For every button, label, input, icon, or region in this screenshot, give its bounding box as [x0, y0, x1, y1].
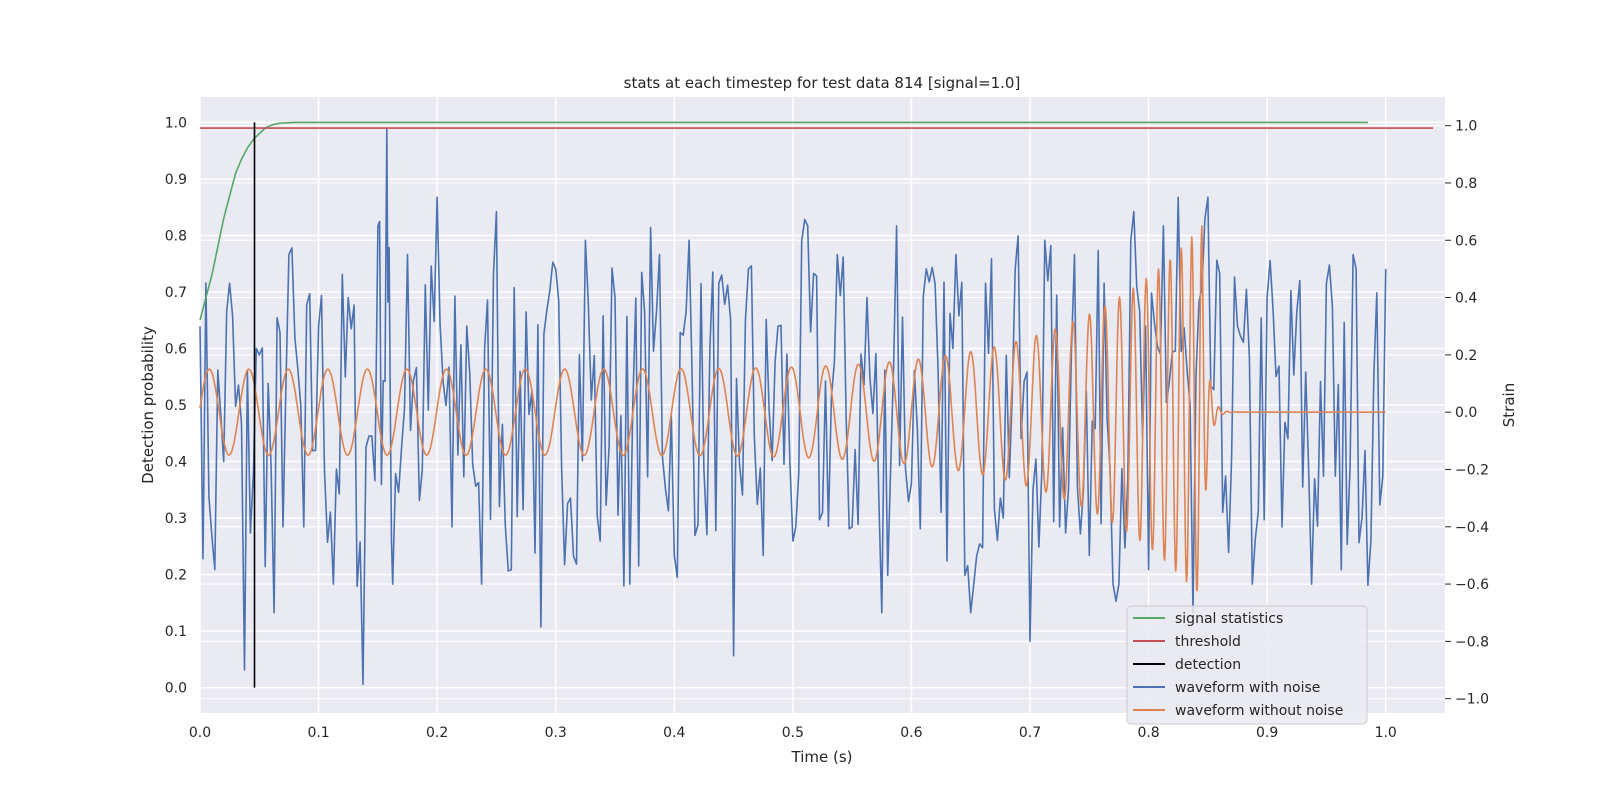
y2-tick-label: −1.0	[1455, 692, 1489, 708]
legend-label: waveform with noise	[1175, 680, 1320, 696]
x-tick-label: 0.3	[545, 725, 567, 741]
x-tick-label: 0.9	[1256, 725, 1278, 741]
left-axis-ticks: 0.0 0.1 0.2 0.3 0.4 0.5 0.6 0.7 0.8 0.9 1.0	[165, 115, 187, 696]
x-tick-label: 0.7	[1019, 725, 1041, 741]
y-tick-label: 1.0	[165, 115, 187, 131]
y2-tick-label: −0.8	[1455, 634, 1489, 650]
legend-label: signal statistics	[1175, 611, 1283, 627]
series-signal-statistics-line	[199, 121, 1368, 321]
x-tick-label: 0.0	[189, 725, 211, 741]
legend-box	[1126, 605, 1368, 725]
x-tick-label: 1.0	[1375, 725, 1397, 741]
y-tick-label: 0.3	[165, 511, 187, 527]
y-axis-label: Detection probability	[139, 326, 157, 484]
legend-label: detection	[1175, 657, 1241, 673]
y2-tick-label: 1.0	[1455, 119, 1477, 135]
y2-tick-label: −0.6	[1455, 577, 1489, 593]
x-tick-label: 0.1	[307, 725, 329, 741]
y-tick-label: 0.9	[165, 172, 187, 188]
y2-tick-label: 0.0	[1455, 405, 1477, 421]
y2-tick-label: −0.4	[1455, 520, 1489, 536]
x-tick-label: 0.4	[663, 725, 685, 741]
y-tick-label: 0.7	[165, 285, 187, 301]
series-waveform-with-noise-line	[199, 127, 1387, 686]
x-tick-label: 0.8	[1137, 725, 1159, 741]
x-tick-label: 0.5	[782, 725, 804, 741]
x-tick-label: 0.6	[900, 725, 922, 741]
y2-tick-label: 0.4	[1455, 291, 1477, 307]
y2-tick-label: −0.2	[1455, 462, 1489, 478]
y-tick-label: 0.8	[165, 228, 187, 244]
chart-title: stats at each timestep for test data 814…	[624, 74, 1021, 92]
legend-label: waveform without noise	[1175, 703, 1343, 719]
x-tick-label: 0.2	[426, 725, 448, 741]
plot-lines	[199, 121, 1434, 688]
x-axis-ticks: 0.0 0.1 0.2 0.3 0.4 0.5 0.6 0.7 0.8 0.9 1.0	[189, 725, 1397, 741]
y-tick-label: 0.2	[165, 568, 187, 584]
y-tick-label: 0.5	[165, 398, 187, 414]
y2-axis-label: Strain	[1500, 383, 1518, 427]
legend: signal statistics threshold detection wavef…	[1126, 605, 1368, 725]
y-tick-label: 0.6	[165, 341, 187, 357]
y-tick-label: 0.0	[165, 681, 187, 697]
y2-tick-label: 0.6	[1455, 233, 1477, 249]
y2-tick-label: 0.8	[1455, 176, 1477, 192]
right-axis-ticks: −1.0 −0.8 −0.6 −0.4 −0.2 0.0 0.2 0.4 0.6 0.8 1.0	[1445, 119, 1489, 708]
series-waveform-without-noise-line	[199, 225, 1386, 592]
y-tick-label: 0.4	[165, 455, 187, 471]
legend-label: threshold	[1175, 634, 1241, 650]
x-axis-label: Time (s)	[791, 748, 853, 766]
y-tick-label: 0.1	[165, 624, 187, 640]
y2-tick-label: 0.2	[1455, 348, 1477, 364]
